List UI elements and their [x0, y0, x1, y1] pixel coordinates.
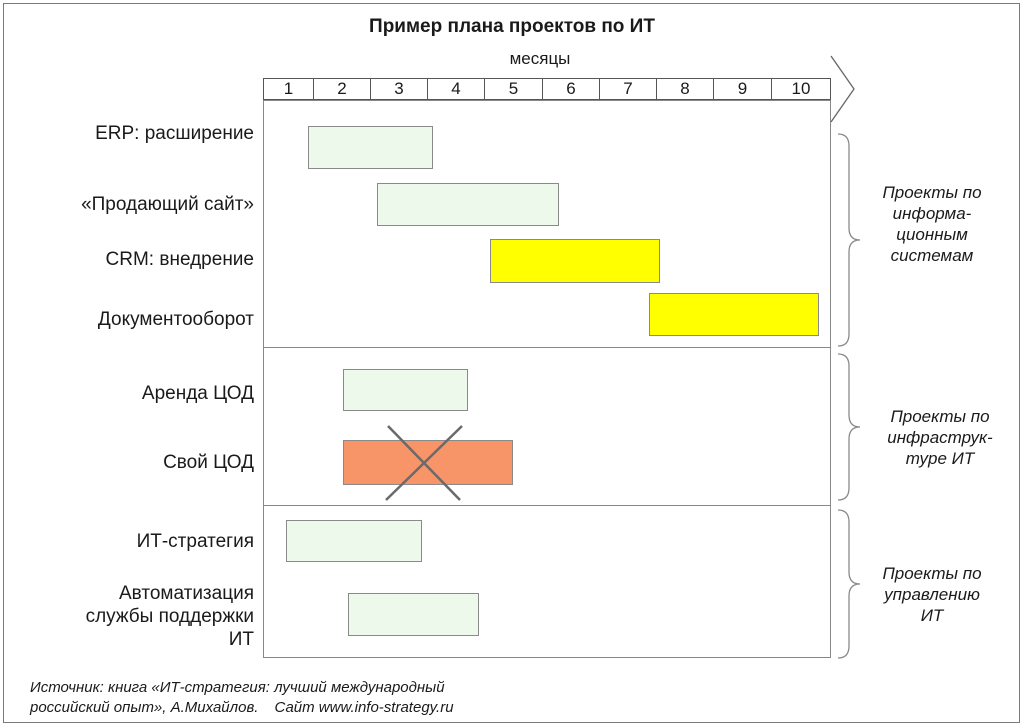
- source-book: российский опыт», А.Михайлов.: [30, 699, 259, 716]
- group-divider-2: [263, 505, 831, 506]
- source-note: Источник: книга «ИТ-стратегия: лучший ме…: [30, 678, 454, 718]
- months-axis-label: месяцы: [509, 49, 571, 68]
- group-label-infrastructure: Проекты по инфраструк- туре ИТ: [856, 406, 1024, 469]
- task-label-own-dc: Свой ЦОД: [163, 452, 254, 473]
- group-divider-1: [263, 347, 831, 348]
- task-label-dc-rent: Аренда ЦОД: [141, 383, 254, 404]
- month-header-6: 6: [542, 78, 600, 100]
- task-bar-it-strategy: [286, 520, 422, 562]
- task-label-crm: CRM: внедрение: [105, 249, 254, 270]
- task-label-line: Автоматизация: [119, 583, 254, 604]
- group-label-line: Проекты по: [882, 564, 982, 583]
- task-bar-own-dc: [343, 440, 513, 485]
- source-site: Сайт www.info-strategy.ru: [274, 699, 454, 716]
- group-label-line: Проекты по: [890, 407, 990, 426]
- group-brace-icon: [837, 133, 861, 347]
- group-label-it-management: Проекты по управлению ИТ: [852, 563, 1012, 626]
- month-header-3: 3: [370, 78, 428, 100]
- group-label-line: инфраструк-: [887, 428, 993, 447]
- task-bar-dc-rent: [343, 369, 468, 411]
- group-label-info-systems: Проекты по информа- ционным системам: [852, 182, 1012, 266]
- task-bar-crm: [490, 239, 660, 283]
- group-label-line: информа-: [892, 204, 972, 223]
- month-header-4: 4: [427, 78, 485, 100]
- task-label-line: службы поддержки: [85, 606, 254, 627]
- month-header-7: 7: [599, 78, 657, 100]
- month-header-10: 10: [771, 78, 831, 100]
- task-label-docflow: Документооборот: [97, 309, 254, 330]
- figure-frame: [3, 3, 1020, 723]
- cancelled-cross-icon: [385, 425, 463, 501]
- month-header-2: 2: [313, 78, 371, 100]
- task-label-sales-site: «Продающий сайт»: [81, 194, 254, 215]
- group-label-line: туре ИТ: [905, 449, 975, 468]
- group-label-line: ИТ: [920, 606, 944, 625]
- task-bar-erp: [308, 126, 433, 169]
- group-label-line: управлению: [884, 585, 980, 604]
- month-header-9: 9: [713, 78, 772, 100]
- task-bar-sales-site: [377, 183, 559, 226]
- group-label-line: ционным: [896, 225, 968, 244]
- chart-title: Пример плана проектов по ИТ: [369, 16, 655, 37]
- source-line-1: Источник: книга «ИТ-стратегия: лучший ме…: [30, 679, 445, 696]
- month-header-5: 5: [484, 78, 543, 100]
- task-label-it-strategy: ИТ-стратегия: [136, 531, 254, 552]
- task-label-erp: ERP: расширение: [95, 123, 254, 144]
- month-header-1: 1: [263, 78, 314, 100]
- group-brace-icon: [837, 509, 861, 659]
- task-bar-support-automation: [348, 593, 479, 636]
- gantt-area: [263, 100, 831, 658]
- group-label-line: Проекты по: [882, 183, 982, 202]
- group-label-line: системам: [890, 246, 974, 265]
- group-brace-icon: [837, 353, 861, 501]
- task-label-support-automation: Автоматизация службы поддержки ИТ: [20, 582, 254, 651]
- source-line-2: российский опыт», А.Михайлов. Сайт www.in…: [30, 698, 454, 718]
- timeline-arrow-icon: [830, 55, 855, 123]
- month-header-8: 8: [656, 78, 714, 100]
- task-bar-docflow: [649, 293, 819, 336]
- task-label-line: ИТ: [228, 629, 254, 650]
